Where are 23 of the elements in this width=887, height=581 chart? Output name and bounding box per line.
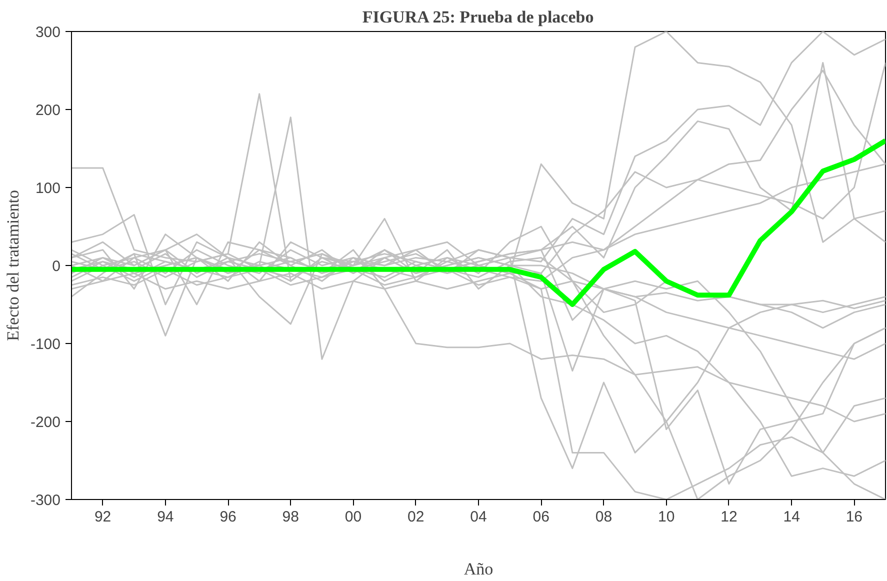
y-tick-label: -200 (30, 414, 61, 431)
x-tick-label: 94 (157, 508, 174, 526)
x-axis-title: Año (464, 560, 494, 578)
y-tick-label: -300 (30, 492, 61, 509)
y-tick-label: 300 (35, 24, 61, 41)
x-tick-label: 16 (846, 508, 863, 526)
x-tick-label: 98 (282, 508, 299, 526)
x-tick-label: 04 (470, 508, 487, 526)
x-tick-label: 96 (220, 508, 236, 526)
y-tick-label: 0 (52, 258, 60, 275)
y-tick-label: 100 (35, 180, 61, 197)
y-axis-title: Efecto del tratamiento (3, 190, 22, 342)
x-tick-label: 02 (408, 508, 424, 526)
x-tick-label: 00 (344, 508, 362, 526)
y-tick-label: 200 (35, 102, 61, 119)
y-tick-label: -100 (30, 336, 61, 353)
x-tick-label: 12 (720, 508, 738, 526)
x-tick-label: 08 (595, 508, 612, 526)
chart-title: FIGURA 25: Prueba de placebo (362, 8, 594, 26)
x-tick-label: 14 (783, 508, 800, 526)
x-tick-label: 06 (532, 508, 550, 526)
x-tick-label: 10 (658, 508, 675, 526)
x-tick-label: 92 (94, 508, 112, 526)
